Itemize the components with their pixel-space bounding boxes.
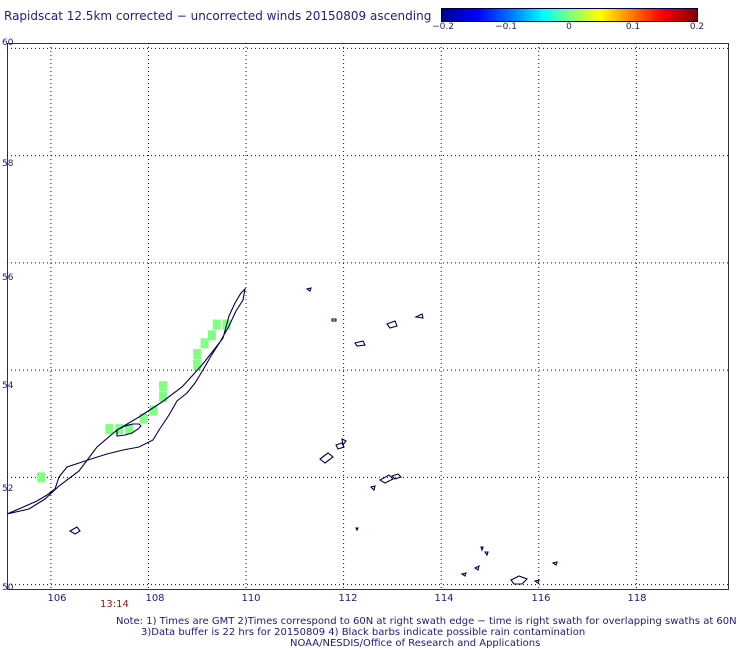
y-tick-60: 60 xyxy=(2,38,14,48)
island-4 xyxy=(386,320,398,329)
island-8 xyxy=(335,442,345,450)
island-13 xyxy=(355,527,359,532)
y-tick-58: 58 xyxy=(2,159,14,169)
island-17 xyxy=(460,572,467,577)
coastline xyxy=(7,287,558,585)
x-tick-118: 118 xyxy=(627,593,647,604)
data-cell-7 xyxy=(159,381,168,392)
island-12 xyxy=(369,485,376,492)
x-tick-106: 106 xyxy=(47,593,67,604)
y-tick-54: 54 xyxy=(2,381,14,391)
island-3 xyxy=(331,318,337,322)
island-6 xyxy=(354,340,366,347)
island-2 xyxy=(305,287,312,292)
island-16 xyxy=(473,564,480,571)
lake-outline xyxy=(7,287,246,515)
colorbar-tick-pos: 0.1 xyxy=(625,22,641,32)
note-line-1: Note: 1) Times are GMT 2)Times correspon… xyxy=(116,616,737,627)
colorbar xyxy=(441,8,698,22)
map-title: Rapidscat 12.5km corrected − uncorrected… xyxy=(4,9,432,23)
x-tick-112: 112 xyxy=(338,593,358,604)
island-7 xyxy=(319,452,334,464)
plot-frame xyxy=(7,43,729,590)
colorbar-tick-neg: −0.1 xyxy=(495,22,517,32)
data-cell-4 xyxy=(139,413,148,424)
x-tick-116: 116 xyxy=(531,593,551,604)
data-cell-0 xyxy=(37,472,46,483)
colorbar-tick-max: 0.2 xyxy=(689,22,705,32)
x-tick-114: 114 xyxy=(434,593,454,604)
island-11 xyxy=(390,473,403,480)
island-10 xyxy=(378,474,394,484)
x-tick-110: 110 xyxy=(241,593,261,604)
note-line-3: NOAA/NESDIS/Office of Research and Appli… xyxy=(290,638,541,649)
colorbar-tick-min: −0.2 xyxy=(432,22,454,32)
island-1 xyxy=(68,526,81,535)
lake-outline-north xyxy=(116,423,142,437)
y-tick-52: 52 xyxy=(2,484,14,494)
note-line-2: 3)Data buffer is 22 hrs for 20150809 4) … xyxy=(141,627,586,638)
map-plot xyxy=(7,43,729,590)
island-18 xyxy=(510,575,528,585)
island-20 xyxy=(551,561,558,566)
colorbar-tick-zero: 0 xyxy=(566,22,572,32)
data-cells xyxy=(37,319,231,483)
data-cell-8 xyxy=(193,359,202,370)
island-5 xyxy=(414,313,424,319)
data-cell-10 xyxy=(200,338,209,349)
data-cell-12 xyxy=(212,319,221,330)
data-cell-6 xyxy=(159,391,168,402)
island-14 xyxy=(480,546,484,552)
y-tick-56: 56 xyxy=(2,273,14,283)
island-9 xyxy=(341,438,347,447)
data-cell-1 xyxy=(105,424,114,435)
data-cell-11 xyxy=(207,330,216,341)
data-cell-3 xyxy=(124,424,133,435)
x-tick-108: 108 xyxy=(145,593,165,604)
y-tick-50: 50 xyxy=(2,583,14,593)
data-cell-9 xyxy=(193,349,202,360)
gridlines xyxy=(7,43,729,590)
island-19 xyxy=(533,579,540,584)
data-cell-5 xyxy=(149,405,158,416)
swath-time-label: 13:14 xyxy=(100,599,129,610)
island-15 xyxy=(483,551,489,557)
